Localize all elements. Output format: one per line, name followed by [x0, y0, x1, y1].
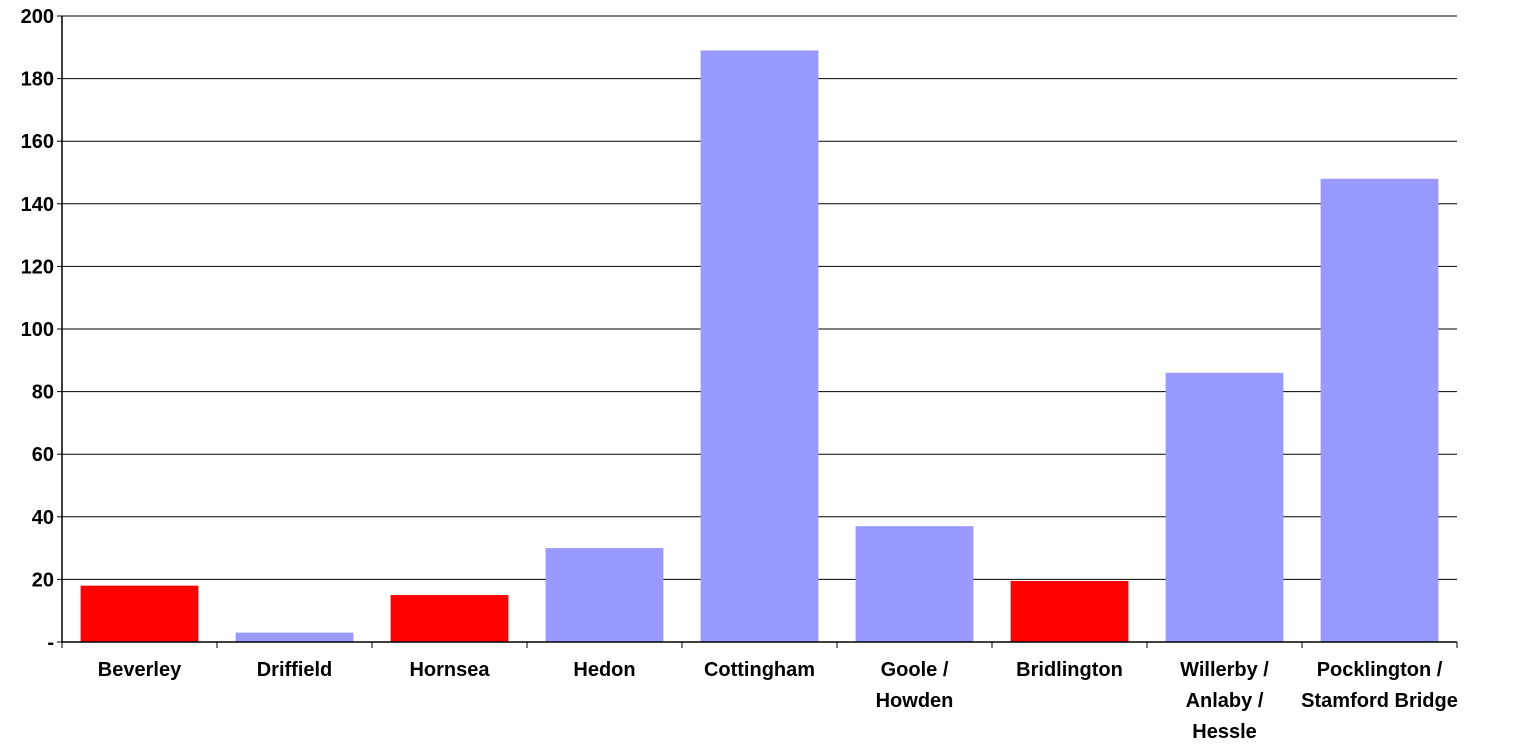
bar [545, 548, 664, 642]
x-category-label: Beverley [98, 659, 182, 681]
x-category-label: Cottingham [704, 659, 815, 681]
y-tick-label: 20 [32, 569, 54, 591]
y-tick-label: 120 [21, 256, 54, 278]
x-category-label: Stamford Bridge [1301, 690, 1458, 712]
bar [1010, 580, 1129, 642]
x-category-label: Hedon [573, 659, 635, 681]
bar [1320, 178, 1439, 642]
bar [855, 526, 974, 642]
bar [700, 50, 819, 643]
bar [235, 632, 354, 642]
y-tick-label: 60 [32, 444, 54, 466]
bar [1165, 372, 1284, 642]
x-category-label: Howden [876, 690, 954, 712]
y-tick-label: 180 [21, 69, 54, 91]
x-category-label: Anlaby / [1186, 690, 1264, 712]
bar [390, 595, 509, 642]
y-tick-label: 100 [21, 319, 54, 341]
x-category-label: Goole / [881, 659, 949, 681]
x-category-label: Pocklington / [1317, 659, 1443, 681]
y-tick-label: 200 [21, 6, 54, 28]
x-category-label: Willerby / [1180, 659, 1269, 681]
y-tick-label: 140 [21, 194, 54, 216]
x-category-label: Bridlington [1016, 659, 1123, 681]
y-axis-tick-labels: - 20 40 60 80 100 120 140 160 180 200 [21, 6, 54, 654]
y-tick-label: - [47, 632, 54, 654]
x-category-label: Hornsea [409, 659, 490, 681]
x-axis-category-labels: Beverley Driffield Hornsea Hedon Cottingham G… [98, 659, 1458, 743]
x-category-label: Driffield [257, 659, 333, 681]
axes [57, 15, 1458, 648]
y-tick-label: 80 [32, 382, 54, 404]
y-tick-label: 40 [32, 507, 54, 529]
y-tick-label: 160 [21, 131, 54, 153]
x-category-label: Hessle [1192, 721, 1257, 743]
bars [80, 50, 1439, 643]
bar [80, 585, 199, 642]
